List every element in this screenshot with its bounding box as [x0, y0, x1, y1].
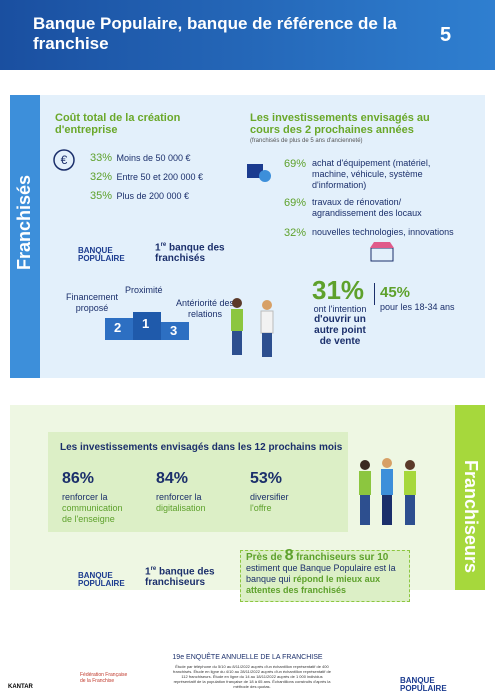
invest-title: Les investissements envisagés au cours d… — [250, 112, 430, 136]
text2: communication de l'enseigne — [62, 503, 123, 524]
n1: 1 — [142, 316, 150, 331]
pct: 84% — [156, 470, 189, 487]
cost-title: Coût total de la création d'entreprise — [55, 112, 181, 136]
item: 84% renforcer la digitalisation — [156, 470, 228, 525]
cost-item: 32% Entre 50 et 200 000 € — [90, 167, 203, 186]
rank-text: banque des franchiseurs — [145, 566, 215, 589]
quote-num: 8 — [284, 547, 294, 564]
invest-subtitle: (franchisés de plus de 5 ans d'anciennet… — [250, 138, 363, 144]
section-label: Franchisés — [14, 174, 34, 270]
pct: 69% — [284, 158, 307, 170]
invest-list: 69% achat d'équipement (matériel, machine… — [284, 158, 464, 239]
text1: renforcer la — [62, 492, 108, 502]
quote-strong: répond le mieux aux attentes des franchi… — [246, 574, 381, 595]
n3: 3 — [170, 323, 178, 338]
cost-item: 35% Plus de 200 000 € — [90, 186, 203, 205]
franchiseurs-list: 86% renforcer la communication de l'enseig… — [62, 470, 342, 525]
item: 53% diversifier l'offre — [250, 470, 322, 525]
fff-logo: Fédération Française de la Franchise — [80, 672, 128, 684]
section-label: Franchiseurs — [461, 460, 481, 574]
podium-third: Antériorité des relations — [175, 298, 235, 319]
bp-logo: BANQUE POPULAIRE — [78, 571, 125, 588]
franchises-band — [10, 95, 40, 378]
young-text: pour les 18-34 ans — [380, 302, 455, 312]
shop-icon — [370, 242, 394, 262]
bp-logo: BANQUE POPULAIRE — [78, 246, 125, 263]
text: travaux de rénovation/ agrandissement de… — [312, 197, 422, 218]
bank-rank: 1re banque des franchiseurs — [145, 566, 225, 588]
text: achat d'équipement (matériel, machine, v… — [312, 158, 431, 190]
euro-icon: € — [53, 149, 75, 171]
text: nouvelles technologies, innovations — [312, 227, 454, 237]
n2: 2 — [114, 320, 122, 335]
header-band — [0, 0, 495, 70]
bp-logo: BANQUE POPULAIRE — [400, 676, 447, 693]
svg-text:€: € — [61, 153, 68, 167]
text: Plus de 200 000 € — [116, 191, 190, 201]
cost-item: 33% Moins de 50 000 € — [90, 148, 203, 167]
invest-box — [48, 432, 348, 532]
quote-line2: estiment que Banque Populaire est la ban… — [246, 563, 396, 584]
rank: 1 — [155, 242, 161, 254]
title: Banque Populaire, banque de référence de… — [33, 14, 397, 53]
people-illustration — [359, 458, 416, 525]
franchiseurs-title: Les investissements envisagés dans les 1… — [60, 442, 343, 453]
people-illustration — [231, 298, 274, 357]
kantar-logo: KANTAR — [8, 684, 33, 690]
quote-pre: Près de — [246, 552, 283, 563]
rank: 1 — [145, 566, 151, 578]
divider — [374, 283, 375, 305]
pct: 53% — [250, 470, 283, 487]
outlet-text1: ont l'intention — [313, 304, 367, 314]
quote-post: franchiseurs sur 10 — [296, 552, 389, 563]
franchiseurs-band — [455, 405, 485, 590]
quote-box — [240, 550, 410, 602]
text: Entre 50 et 200 000 € — [116, 172, 204, 182]
quote: Près de 8 franchiseurs sur 10 estiment q… — [246, 547, 411, 596]
pct: 33% — [90, 152, 113, 164]
podium-first: Proximité — [125, 285, 163, 295]
franchises-section — [10, 95, 485, 378]
young-pct: 45% — [380, 284, 411, 301]
invest-item: 32% nouvelles technologies, innovations — [284, 227, 464, 239]
item: 86% renforcer la communication de l'enseig… — [62, 470, 134, 525]
podium-second: Financement proposé — [65, 292, 119, 313]
rank-sup: re — [150, 566, 157, 572]
rank-text: banque des franchisés — [155, 242, 225, 265]
bank-rank: 1re banque des franchisés — [155, 242, 230, 264]
pct: 35% — [90, 190, 113, 202]
text1: diversifier — [250, 492, 289, 502]
pct: 86% — [62, 470, 95, 487]
invest-item: 69% achat d'équipement (matériel, machine… — [284, 158, 464, 191]
outlet-text2: d'ouvrir un autre point de vente — [314, 314, 366, 347]
footer-title: 19e ENQUÊTE ANNUELLE DE LA FRANCHISE — [172, 654, 323, 661]
cost-list: 33% Moins de 50 000 € 32% Entre 50 et 20… — [90, 148, 203, 205]
page-number: 5 — [440, 24, 452, 46]
pct: 69% — [284, 197, 307, 209]
text2: digitalisation — [156, 503, 206, 513]
rank-sup: re — [160, 242, 167, 248]
text: Moins de 50 000 € — [116, 153, 191, 163]
footer-note: Étude par téléphone du 5/10 au 8/11/2022… — [173, 664, 331, 689]
text2: l'offre — [250, 503, 272, 513]
invest-item: 69% travaux de rénovation/ agrandissement… — [284, 197, 464, 219]
text1: renforcer la — [156, 492, 202, 502]
pct: 32% — [90, 171, 113, 183]
outlet-pct: 31% — [312, 275, 365, 305]
podium — [105, 312, 189, 340]
pct: 32% — [284, 227, 307, 239]
coins-icon — [247, 164, 271, 182]
